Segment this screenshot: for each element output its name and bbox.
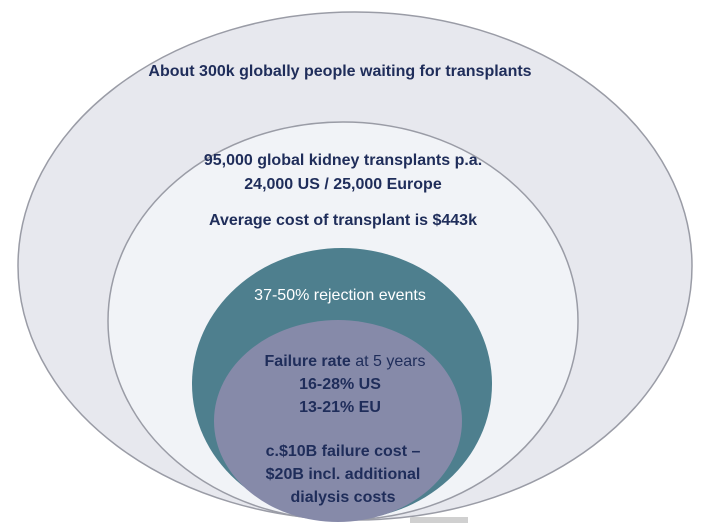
middle-line: 24,000 US / 25,000 Europe — [244, 176, 442, 193]
failure-circle — [214, 320, 462, 522]
failure-heading-bold: Failure rate — [265, 353, 351, 370]
middle-line: 95,000 global kidney transplants p.a. — [204, 152, 482, 169]
cost-line: c.$10B failure cost – — [266, 443, 421, 460]
cost-line: $20B incl. additional — [266, 466, 421, 483]
rejection-label: 37-50% rejection events — [254, 287, 426, 304]
failure-line: 13-21% EU — [299, 399, 381, 416]
failure-heading-rest: at 5 years — [351, 353, 426, 370]
middle-line: Average cost of transplant is $443k — [209, 212, 477, 229]
outer-label: About 300k globally people waiting for t… — [148, 63, 531, 80]
failure-line: 16-28% US — [299, 376, 381, 393]
failure-heading: Failure rate at 5 years — [265, 353, 426, 370]
bottom-bar — [410, 517, 468, 523]
cost-line: dialysis costs — [291, 489, 396, 506]
